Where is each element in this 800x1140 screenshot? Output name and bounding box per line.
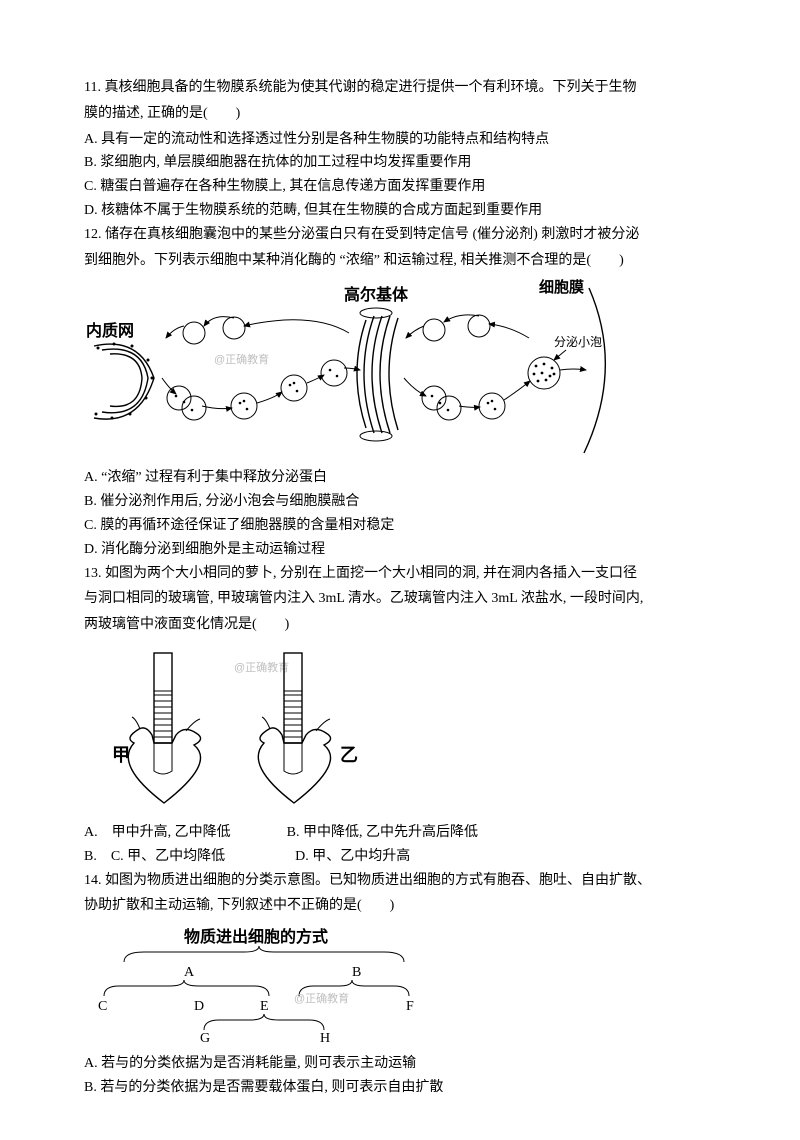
lblA: A — [184, 965, 195, 980]
q14-figure: 物质进出细胞的方式 A B C D E F G H @正确教育 — [84, 924, 716, 1044]
lblD: D — [194, 999, 204, 1014]
q11-optB: B. 浆细胞内, 单层膜细胞器在抗体的加工过程中均发挥重要作用 — [84, 151, 716, 175]
label-membrane: 细胞膜 — [539, 278, 584, 296]
q11-optA: A. 具有一定的流动性和选择透过性分别是各种生物膜的功能特点和结构特点 — [84, 128, 716, 152]
q12-optB: B. 催分泌剂作用后, 分泌小泡会与细胞膜融合 — [84, 490, 716, 514]
label-left: 甲 — [112, 745, 130, 765]
q13-figure: @正确教育 — [84, 643, 716, 813]
watermark-text-2: @正确教育 — [234, 660, 289, 674]
lblE: E — [260, 999, 269, 1014]
q13-opts1: A. 甲中升高, 乙中降低 B. 甲中降低, 乙中先升高后降低 — [84, 821, 716, 845]
radish-left — [128, 653, 200, 803]
q14-optA: A. 若与的分类依据为是否消耗能量, 则可表示主动运输 — [84, 1052, 716, 1076]
vesicles-right — [422, 315, 560, 420]
er-icon — [94, 343, 154, 420]
golgi-icon — [357, 308, 398, 441]
lblB: B — [352, 965, 361, 980]
q13-line3: 两玻璃管中液面变化情况是( ) — [84, 613, 716, 637]
q14-title: 物质进出细胞的方式 — [184, 927, 328, 946]
q14-line1: 14. 如图为物质进出细胞的分类示意图。已知物质进出细胞的方式有胞吞、胞吐、自由… — [84, 869, 716, 893]
q11-line1: 11. 真核细胞具备的生物膜系统能为使其代谢的稳定进行提供一个有利环境。下列关于… — [84, 76, 716, 100]
q13-line1: 13. 如图为两个大小相同的萝卜, 分别在上面挖一个大小相同的洞, 并在洞内各插… — [84, 562, 716, 586]
lblF: F — [406, 999, 414, 1014]
label-golgi: 高尔基体 — [344, 285, 409, 304]
radish-right — [258, 653, 330, 803]
lblG: G — [200, 1031, 210, 1044]
label-er: 内质网 — [86, 321, 134, 340]
watermark-text-3: @正确教育 — [294, 991, 349, 1005]
q14-optB: B. 若与的分类依据为是否需要载体蛋白, 则可表示自由扩散 — [84, 1076, 716, 1100]
watermark-text: @正确教育 — [214, 352, 269, 366]
q11-optC: C. 糖蛋白普遍存在各种生物膜上, 其在信息传递方面发挥重要作用 — [84, 175, 716, 199]
label-right: 乙 — [340, 745, 358, 765]
q13-line2: 与洞口相同的玻璃管, 甲玻璃管内注入 3mL 清水。乙玻璃管内注入 3mL 浓盐… — [84, 587, 716, 611]
q12-line2: 到细胞外。下列表示细胞中某种消化酶的 “浓缩” 和运输过程, 相关推测不合理的是… — [84, 249, 716, 273]
q12-optA: A. “浓缩” 过程有利于集中释放分泌蛋白 — [84, 466, 716, 490]
lblH: H — [320, 1031, 330, 1044]
q14-line2: 协助扩散和主动运输, 下列叙述中不正确的是( ) — [84, 894, 716, 918]
q12-figure: 细胞膜 高尔基体 内质网 — [84, 278, 716, 458]
q11-line2: 膜的描述, 正确的是( ) — [84, 102, 716, 126]
q12-optC: C. 膜的再循环途径保证了细胞器膜的含量相对稳定 — [84, 514, 716, 538]
q12-line1: 12. 储存在真核细胞囊泡中的某些分泌蛋白只有在受到特定信号 (催分泌剂) 刺激… — [84, 223, 716, 247]
q11-optD: D. 核糖体不属于生物膜系统的范畴, 但其在生物膜的合成方面起到重要作用 — [84, 199, 716, 223]
q13-opts2: B. C. 甲、乙中均降低 D. 甲、乙中均升高 — [84, 845, 716, 869]
q12-optD: D. 消化酶分泌到细胞外是主动运输过程 — [84, 538, 716, 562]
label-vesicle: 分泌小泡 — [554, 335, 602, 349]
vesicles-left — [167, 317, 347, 420]
lblC: C — [98, 999, 107, 1014]
